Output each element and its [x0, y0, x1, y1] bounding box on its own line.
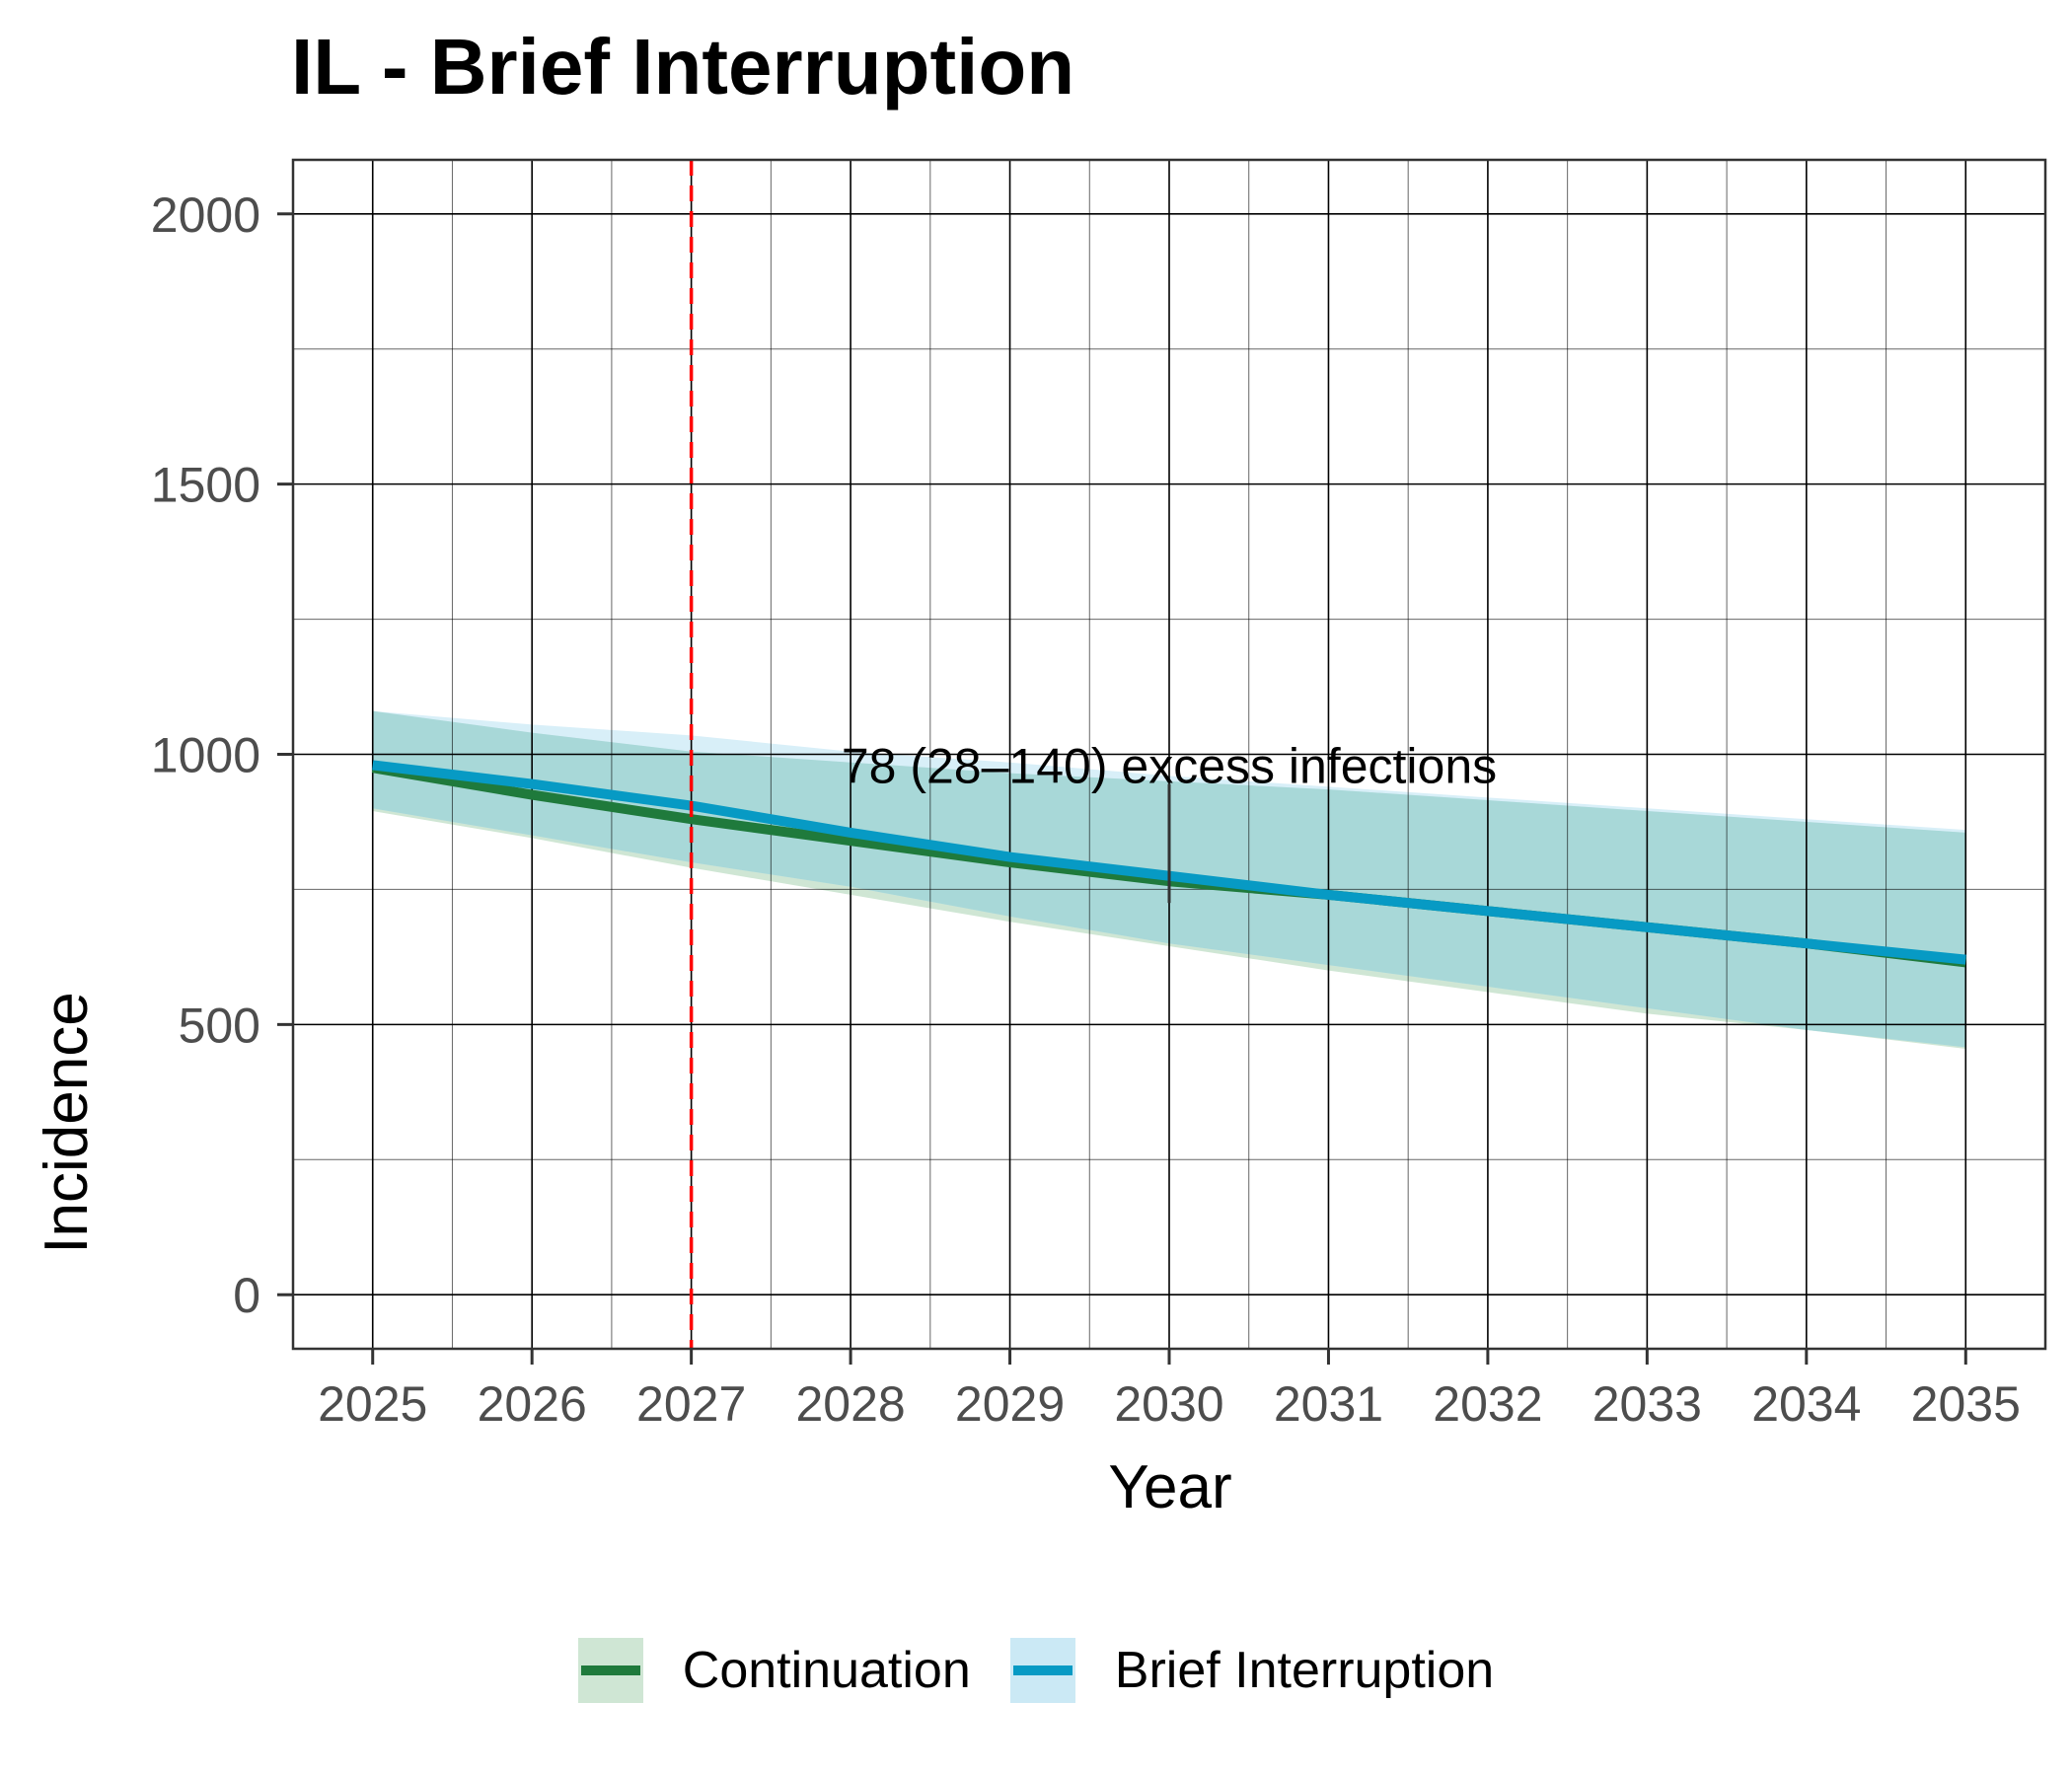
axis-ticks: 2025 2026 2027 2028 2029 2030 2031 2032 2033 2034… [151, 187, 2021, 1432]
y-axis-title: Incidence [33, 992, 101, 1253]
annotation-text: 78 (28–140) excess infections [842, 738, 1497, 793]
x-tick-label: 2026 [478, 1376, 587, 1432]
x-tick-label: 2035 [1911, 1376, 2021, 1432]
y-tick-label: 2000 [151, 187, 260, 243]
legend-key-continuation [577, 1638, 643, 1703]
y-tick-label: 1000 [151, 728, 260, 783]
x-tick-label: 2028 [795, 1376, 905, 1432]
y-tick-label: 0 [233, 1268, 260, 1323]
x-tick-label: 2030 [1114, 1376, 1223, 1432]
x-axis-title: Year [1108, 1453, 1231, 1521]
x-tick-label: 2034 [1751, 1376, 1861, 1432]
overlay: 78 (28–140) excess infections [689, 160, 1497, 1349]
y-tick-label: 500 [179, 998, 260, 1053]
x-tick-label: 2029 [955, 1376, 1065, 1432]
legend-item-continuation: Continuation [577, 1638, 971, 1703]
x-tick-label: 2032 [1433, 1376, 1542, 1432]
x-tick-label: 2033 [1592, 1376, 1702, 1432]
legend-label-continuation: Continuation [682, 1642, 971, 1699]
x-tick-label: 2025 [318, 1376, 427, 1432]
chart-title: IL - Brief Interruption [291, 23, 1075, 111]
y-tick-label: 1500 [151, 458, 260, 513]
legend-label-brief-interruption: Brief Interruption [1114, 1642, 1495, 1699]
legend: Continuation Brief Interruption [0, 1638, 2072, 1703]
x-tick-label: 2031 [1274, 1376, 1383, 1432]
legend-item-brief-interruption: Brief Interruption [1009, 1638, 1495, 1703]
legend-key-brief-interruption [1009, 1638, 1075, 1703]
x-tick-label: 2027 [636, 1376, 746, 1432]
